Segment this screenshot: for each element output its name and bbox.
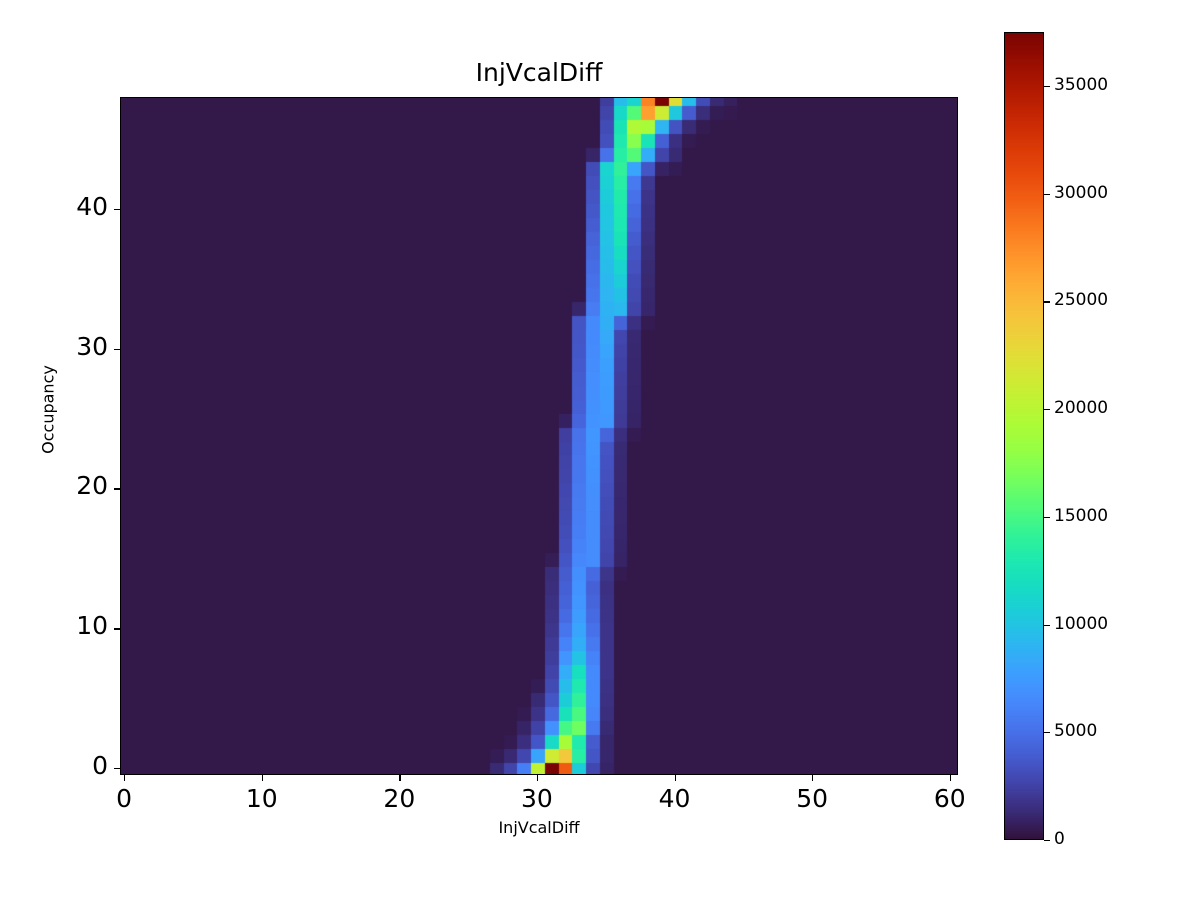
x-tick bbox=[261, 775, 264, 781]
x-tick-label: 30 bbox=[521, 784, 553, 813]
x-tick bbox=[399, 775, 401, 781]
colorbar-tick-label: 30000 bbox=[1054, 182, 1109, 203]
x-tick bbox=[674, 775, 676, 781]
y-tick bbox=[114, 488, 120, 490]
x-tick bbox=[949, 775, 952, 781]
heatmap-plot-area[interactable] bbox=[120, 97, 958, 775]
colorbar-tick-label: 5000 bbox=[1054, 721, 1098, 742]
x-tick-label: 0 bbox=[116, 784, 133, 813]
colorbar-tick bbox=[1044, 193, 1050, 195]
x-tick bbox=[124, 775, 126, 781]
y-axis-label: Occupancy bbox=[38, 365, 58, 454]
colorbar-tick bbox=[1044, 409, 1050, 411]
colorbar-tick bbox=[1044, 85, 1050, 88]
x-tick-label: 40 bbox=[658, 784, 691, 813]
colorbar-tick-label: 0 bbox=[1054, 829, 1065, 849]
y-tick-label: 40 bbox=[76, 191, 108, 221]
x-tick-label: 10 bbox=[245, 784, 278, 813]
colorbar-tick bbox=[1044, 301, 1050, 303]
colorbar-tick-label: 20000 bbox=[1054, 398, 1109, 419]
y-tick bbox=[114, 628, 120, 630]
colorbar-tick bbox=[1044, 624, 1050, 626]
y-tick-label: 10 bbox=[76, 611, 108, 641]
y-tick bbox=[114, 348, 120, 350]
x-tick bbox=[536, 775, 539, 781]
heatmap-canvas bbox=[121, 98, 957, 774]
y-tick-label: 30 bbox=[76, 331, 108, 361]
y-tick bbox=[114, 768, 120, 770]
colorbar-tick bbox=[1044, 732, 1050, 734]
colorbar-tick-label: 25000 bbox=[1054, 290, 1109, 311]
colorbar-gradient bbox=[1004, 32, 1044, 840]
x-axis-label: InjVcalDiff bbox=[498, 818, 580, 837]
colorbar-tick-label: 15000 bbox=[1054, 505, 1109, 526]
y-tick bbox=[114, 208, 120, 211]
y-tick-label: 20 bbox=[76, 471, 108, 501]
colorbar[interactable] bbox=[1004, 32, 1044, 840]
x-tick-label: 50 bbox=[796, 784, 829, 813]
colorbar-tick-label: 10000 bbox=[1054, 613, 1109, 634]
colorbar-tick bbox=[1044, 840, 1050, 842]
colorbar-tick-label: 35000 bbox=[1054, 74, 1109, 95]
chart-title: InjVcalDiff bbox=[475, 58, 603, 87]
x-tick bbox=[812, 775, 814, 781]
x-tick-label: 20 bbox=[383, 784, 416, 813]
colorbar-tick bbox=[1044, 516, 1050, 518]
x-tick-label: 60 bbox=[933, 784, 966, 813]
y-tick-label: 0 bbox=[92, 751, 108, 780]
